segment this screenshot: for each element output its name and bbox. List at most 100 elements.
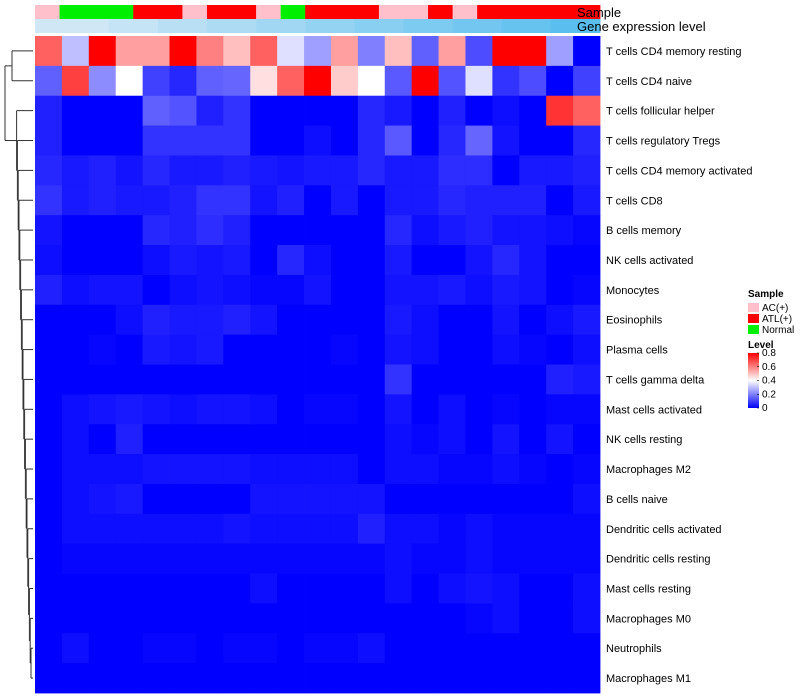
heatmap-cell xyxy=(492,304,520,336)
heatmap-cell xyxy=(304,603,332,634)
heatmap-cell xyxy=(411,573,439,604)
legend-label-normal: Normal xyxy=(762,325,794,336)
heatmap-cell xyxy=(61,394,90,425)
heatmap-cell xyxy=(492,483,520,515)
row-label: Macrophages M2 xyxy=(606,464,691,476)
expression-annotation-cell xyxy=(182,19,208,33)
heatmap-cell xyxy=(519,603,547,634)
heatmap-cell xyxy=(88,454,117,485)
heatmap-cell xyxy=(519,424,547,455)
heatmap-cell xyxy=(115,304,144,336)
heatmap-cell xyxy=(142,424,170,455)
heatmap-cell xyxy=(223,215,251,246)
heatmap-cell xyxy=(546,633,574,664)
heatmap-cell xyxy=(330,573,359,604)
heatmap-cell xyxy=(465,36,493,67)
heatmap-cell xyxy=(465,185,493,216)
heatmap-cells xyxy=(35,36,601,694)
heatmap-cell xyxy=(277,245,305,276)
heatmap-cell xyxy=(61,603,90,634)
heatmap-cell xyxy=(169,155,197,186)
heatmap-cell xyxy=(330,304,359,336)
heatmap-cell xyxy=(142,65,170,97)
heatmap-cell xyxy=(330,603,359,634)
heatmap-cell xyxy=(142,95,170,126)
heatmap-cell xyxy=(115,364,144,395)
heatmap-cell xyxy=(519,155,547,186)
legend-swatch-ac xyxy=(748,303,759,312)
heatmap-cell xyxy=(330,125,359,156)
heatmap-cell xyxy=(465,454,493,485)
heatmap-cell xyxy=(61,95,90,126)
sample-annotation-cell xyxy=(550,5,576,19)
heatmap-cell xyxy=(384,573,413,604)
heatmap-cell xyxy=(492,125,520,156)
row-label: Dendritic cells resting xyxy=(606,554,711,566)
heatmap-cell xyxy=(88,155,117,186)
heatmap-cell xyxy=(411,245,439,276)
heatmap-cell xyxy=(223,304,251,336)
heatmap-cell xyxy=(115,95,144,126)
heatmap-cell xyxy=(573,274,601,306)
sample-annotation-cell xyxy=(452,5,478,19)
heatmap-cell xyxy=(61,185,90,216)
heatmap-cell xyxy=(142,274,170,306)
legend-level-colorbar xyxy=(748,353,759,408)
legend-label-ac: AC(+) xyxy=(762,303,788,314)
heatmap-cell xyxy=(357,215,386,246)
heatmap-cell xyxy=(223,573,251,604)
heatmap-cell xyxy=(61,633,90,664)
heatmap-cell xyxy=(384,95,413,126)
heatmap-cell xyxy=(411,424,439,455)
legend-sample-title: Sample xyxy=(748,289,784,300)
row-label: Plasma cells xyxy=(606,345,668,357)
heatmap-cell xyxy=(304,364,332,395)
heatmap-cell xyxy=(35,424,63,455)
heatmap-cell xyxy=(492,573,520,604)
expression-annotation-cell xyxy=(550,19,576,33)
sample-annotation-cell xyxy=(133,5,159,19)
heatmap-cell xyxy=(88,36,117,67)
heatmap-cell xyxy=(304,483,332,515)
heatmap-cell xyxy=(277,573,305,604)
heatmap-cell xyxy=(115,274,144,306)
heatmap-cell xyxy=(492,364,520,395)
heatmap-cell xyxy=(196,603,224,634)
sample-annotation-cell xyxy=(280,5,306,19)
heatmap-cell xyxy=(465,633,493,664)
heatmap-cell xyxy=(142,573,170,604)
heatmap-cell xyxy=(384,36,413,67)
sample-annotation-cell xyxy=(108,5,134,19)
heatmap-cell xyxy=(384,603,413,634)
heatmap-cell xyxy=(411,633,439,664)
heatmap-cell xyxy=(250,125,278,156)
heatmap-cell xyxy=(304,95,332,126)
heatmap-cell xyxy=(250,36,278,67)
heatmap-cell xyxy=(277,454,305,485)
legend: Sample AC(+) ATL(+) Normal Level 0.80.60… xyxy=(748,289,794,414)
heatmap-cell xyxy=(223,36,251,67)
heatmap-cell xyxy=(492,603,520,634)
heatmap-cell xyxy=(519,185,547,216)
heatmap-cell xyxy=(223,663,251,694)
heatmap-cell xyxy=(546,334,574,365)
heatmap-cell xyxy=(277,424,305,455)
sample-annotation-cell xyxy=(231,5,257,19)
heatmap-cell xyxy=(357,304,386,336)
heatmap-cell xyxy=(465,663,493,694)
heatmap-cell xyxy=(573,573,601,604)
heatmap-cell xyxy=(304,454,332,485)
heatmap-cell xyxy=(142,155,170,186)
heatmap-cell xyxy=(169,274,197,306)
heatmap-cell xyxy=(277,394,305,425)
heatmap-cell xyxy=(88,394,117,425)
heatmap-cell xyxy=(357,334,386,365)
heatmap-cell xyxy=(88,274,117,306)
heatmap-cell xyxy=(304,573,332,604)
heatmap-cell xyxy=(304,663,332,694)
heatmap-cell xyxy=(357,245,386,276)
heatmap-cell xyxy=(465,364,493,395)
heatmap-cell xyxy=(330,274,359,306)
expression-annotation-cell xyxy=(59,19,85,33)
heatmap-cell xyxy=(88,245,117,276)
